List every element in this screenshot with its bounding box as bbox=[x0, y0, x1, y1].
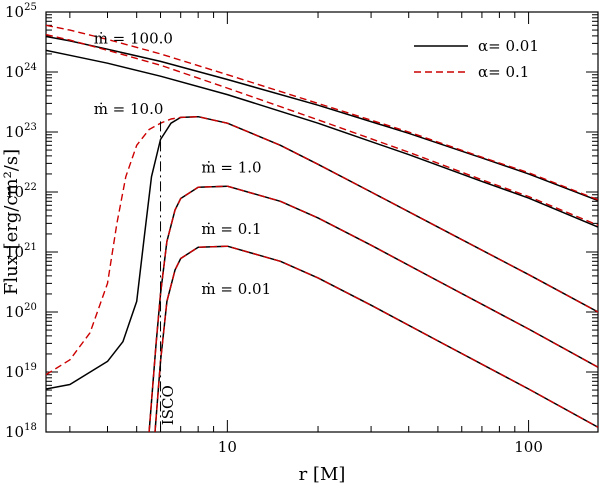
series-line-2 bbox=[46, 49, 598, 228]
y-tick-exponent-7: 25 bbox=[24, 2, 37, 13]
plot-frame bbox=[45, 11, 599, 433]
series-line-7 bbox=[148, 185, 598, 432]
data-series bbox=[46, 24, 598, 432]
annotation-5: ISCO bbox=[159, 385, 177, 425]
legend-label-0: α= 0.01 bbox=[478, 37, 539, 55]
series-line-0 bbox=[46, 35, 598, 202]
y-tick-exponent-0: 18 bbox=[24, 422, 37, 433]
y-tick-label-7: 1025 bbox=[5, 2, 37, 21]
series-line-8 bbox=[154, 245, 598, 432]
y-tick-exponent-4: 22 bbox=[24, 182, 37, 193]
y-tick-exponent-3: 21 bbox=[24, 242, 37, 253]
y-tick-exponent-2: 20 bbox=[24, 302, 37, 313]
annotation-4: ṁ = 0.01 bbox=[201, 280, 271, 298]
annotation-3: ṁ = 0.1 bbox=[201, 220, 261, 238]
series-line-5 bbox=[46, 115, 598, 376]
annotation-1: ṁ = 10.0 bbox=[94, 100, 164, 118]
y-tick-label-1: 1019 bbox=[5, 362, 37, 381]
x-tick-label-0: 10 bbox=[218, 438, 237, 456]
series-line-3 bbox=[46, 33, 598, 226]
series-line-9 bbox=[154, 245, 598, 432]
series-line-4 bbox=[46, 115, 598, 390]
y-tick-exponent-6: 24 bbox=[24, 62, 37, 73]
x-axis-label: r [M] bbox=[299, 464, 346, 485]
y-tick-label-2: 1020 bbox=[5, 302, 37, 321]
legend: α= 0.01 α= 0.1 bbox=[414, 37, 539, 81]
legend-label-1: α= 0.1 bbox=[478, 63, 529, 81]
y-axis-label: Flux [erg/cm²/s] bbox=[1, 149, 22, 295]
y-tick-label-6: 1024 bbox=[5, 62, 37, 81]
y-tick-label-5: 1023 bbox=[5, 122, 37, 141]
annotation-2: ṁ = 1.0 bbox=[201, 159, 261, 177]
x-tick-label-1: 100 bbox=[514, 438, 543, 456]
annotation-0: ṁ = 100.0 bbox=[94, 29, 173, 47]
series-line-1 bbox=[46, 24, 598, 201]
axis-ticks bbox=[46, 11, 598, 433]
curve-labels: ṁ = 100.0 ṁ = 10.0 ṁ = 1.0 ṁ = 0.1 ṁ = 0.01 I… bbox=[94, 29, 271, 425]
y-tick-label-0: 1018 bbox=[5, 422, 37, 441]
y-tick-exponent-5: 23 bbox=[24, 122, 37, 133]
y-tick-exponent-1: 19 bbox=[24, 362, 37, 373]
